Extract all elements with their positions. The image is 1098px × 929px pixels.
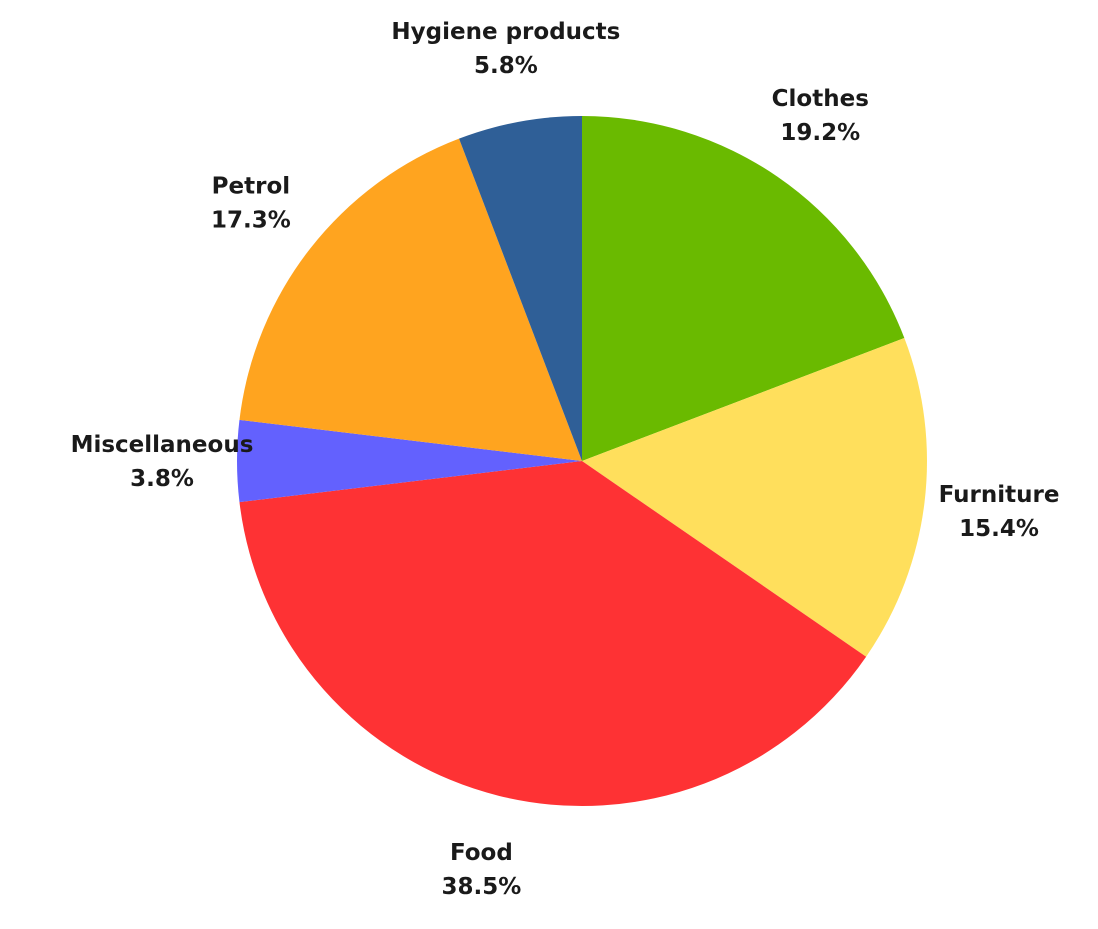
slice-percent-petrol: 17.3%: [211, 208, 291, 234]
pie-slice-food: [239, 461, 867, 806]
slice-percent-furniture: 15.4%: [959, 516, 1039, 542]
slice-label-food: Food: [450, 840, 513, 866]
slice-label-miscellaneous: Miscellaneous: [71, 432, 254, 458]
slice-percent-hygiene-products: 5.8%: [474, 53, 538, 79]
slice-label-hygiene-products: Hygiene products: [391, 19, 620, 45]
pie-slices: [237, 116, 927, 806]
slice-percent-clothes: 19.2%: [780, 120, 860, 146]
slice-percent-food: 38.5%: [442, 874, 522, 900]
pie-slice-furniture: [582, 338, 927, 657]
pie-slice-miscellaneous: [237, 419, 582, 503]
pie-slice-hygiene-products: [459, 116, 582, 461]
slice-label-clothes: Clothes: [772, 86, 869, 112]
slice-percent-miscellaneous: 3.8%: [130, 466, 194, 492]
slice-label-furniture: Furniture: [939, 482, 1060, 508]
slice-labels: Clothes 19.2% Furniture 15.4% Food 38.5% Misce…: [71, 19, 1060, 900]
pie-slice-clothes: [582, 116, 905, 461]
pie-slice-petrol: [239, 138, 582, 461]
slice-label-petrol: Petrol: [212, 174, 290, 200]
